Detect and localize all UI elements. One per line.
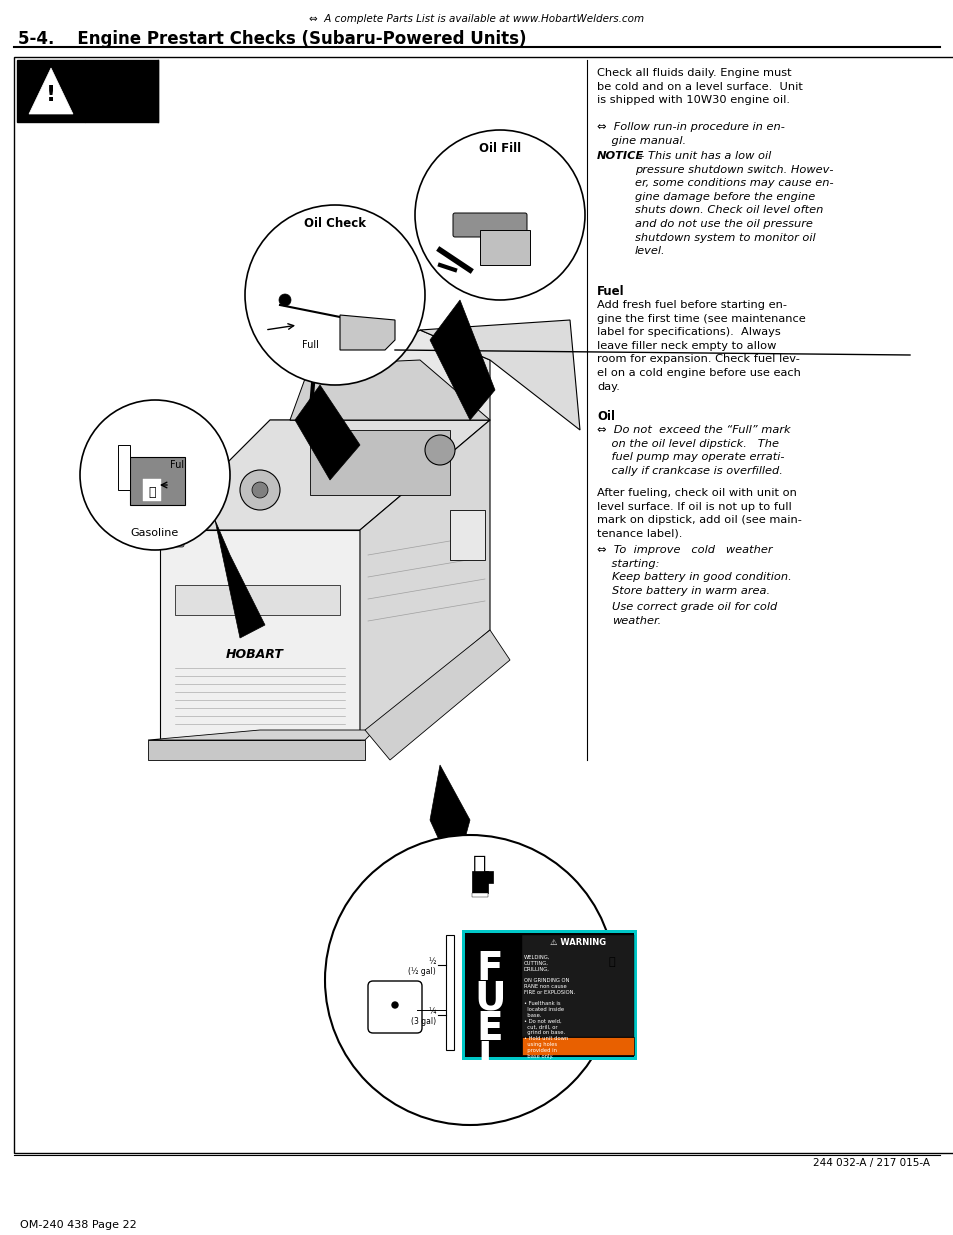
Text: ⇔  Do not  exceed the “Full” mark
    on the oil level dipstick.   The
    fuel : ⇔ Do not exceed the “Full” mark on the o… [597,425,790,475]
Text: Oil: Oil [597,410,615,424]
Text: 5-4.    Engine Prestart Checks (Subaru-Powered Units): 5-4. Engine Prestart Checks (Subaru-Powe… [18,30,526,48]
FancyBboxPatch shape [521,1037,634,1055]
Text: Fuel: Fuel [597,285,624,298]
Text: 🔌: 🔌 [473,855,486,876]
Text: Add fresh fuel before starting en-
gine the first time (see maintenance
label fo: Add fresh fuel before starting en- gine … [597,300,805,391]
Text: Oil Check: Oil Check [304,217,366,230]
Text: E: E [476,1010,503,1049]
Circle shape [245,205,424,385]
Circle shape [424,435,455,466]
Text: Oil Fill: Oil Fill [478,142,520,156]
Polygon shape [290,330,490,420]
Circle shape [240,471,280,510]
Text: ⇔  A complete Parts List is available at www.HobartWelders.com: ⇔ A complete Parts List is available at … [309,14,644,23]
Text: – This unit has a low oil
pressure shutdown switch. Howev-
er, some conditions m: – This unit has a low oil pressure shutd… [635,151,833,256]
Text: Keep battery in good condition.
Store battery in warm area.: Keep battery in good condition. Store ba… [612,572,791,595]
Polygon shape [148,730,375,740]
FancyBboxPatch shape [85,61,158,122]
FancyBboxPatch shape [168,513,184,547]
Text: F: F [476,950,503,988]
Text: ⇔  To  improve   cold   weather
    starting:: ⇔ To improve cold weather starting: [597,545,772,568]
Circle shape [80,400,230,550]
Polygon shape [430,300,495,420]
Text: Check all fluids daily. Engine must
be cold and on a level surface.  Unit
is shi: Check all fluids daily. Engine must be c… [597,68,802,105]
FancyBboxPatch shape [461,930,637,1060]
Polygon shape [294,385,359,480]
Circle shape [252,482,268,498]
FancyBboxPatch shape [472,871,488,893]
Polygon shape [214,520,265,638]
Text: ⛽: ⛽ [148,487,155,499]
FancyBboxPatch shape [479,230,530,266]
Circle shape [392,1002,397,1008]
FancyBboxPatch shape [143,479,161,501]
FancyBboxPatch shape [484,871,493,883]
Circle shape [325,835,615,1125]
FancyBboxPatch shape [453,212,526,237]
Text: L: L [477,1040,502,1078]
Text: ⚠ WARNING: ⚠ WARNING [549,939,605,947]
Polygon shape [365,630,510,760]
Circle shape [415,130,584,300]
Text: HOBART: HOBART [226,648,284,662]
Text: ⇔  Follow run-in procedure in en-
    gine manual.: ⇔ Follow run-in procedure in en- gine ma… [597,122,784,146]
FancyBboxPatch shape [450,510,484,559]
Text: !: ! [46,85,56,105]
FancyBboxPatch shape [17,61,85,122]
Circle shape [278,294,291,306]
Text: ½
(½ gal): ½ (½ gal) [408,957,436,977]
Text: 244 032-A / 217 015-A: 244 032-A / 217 015-A [812,1158,929,1168]
Polygon shape [160,420,490,530]
Polygon shape [160,530,359,740]
Text: After fueling, check oil with unit on
level surface. If oil is not up to full
ma: After fueling, check oil with unit on le… [597,488,801,538]
FancyBboxPatch shape [521,935,634,1037]
Text: Gasoline: Gasoline [131,529,179,538]
Polygon shape [419,320,579,430]
Polygon shape [430,764,470,876]
FancyBboxPatch shape [446,935,454,1050]
Polygon shape [148,740,365,760]
Polygon shape [29,68,73,114]
Polygon shape [339,315,395,350]
Text: NOTICE: NOTICE [597,151,643,161]
Text: Full: Full [301,340,318,350]
Text: Use correct grade oil for cold
weather.: Use correct grade oil for cold weather. [612,601,777,626]
FancyBboxPatch shape [174,585,339,615]
Polygon shape [290,359,490,420]
Text: WELDING,
CUTTING,
DRILLING,

ON GRINDING ON
RANE non cause
FIRE or EXPLOSION.

•: WELDING, CUTTING, DRILLING, ON GRINDING … [523,955,575,1058]
Text: 🔥: 🔥 [112,77,132,110]
FancyBboxPatch shape [118,445,130,490]
Polygon shape [359,420,490,740]
Text: Full: Full [170,459,187,471]
FancyBboxPatch shape [168,473,184,501]
FancyBboxPatch shape [130,457,185,505]
FancyBboxPatch shape [368,981,421,1032]
Text: ¼
(3 gal): ¼ (3 gal) [411,1007,436,1026]
FancyBboxPatch shape [472,893,488,897]
FancyBboxPatch shape [464,932,634,1057]
Text: OM-240 438 Page 22: OM-240 438 Page 22 [20,1220,136,1230]
Text: 🔥: 🔥 [608,957,615,967]
FancyBboxPatch shape [310,430,450,495]
Text: U: U [474,981,505,1018]
FancyBboxPatch shape [14,57,953,1153]
Polygon shape [160,420,490,530]
